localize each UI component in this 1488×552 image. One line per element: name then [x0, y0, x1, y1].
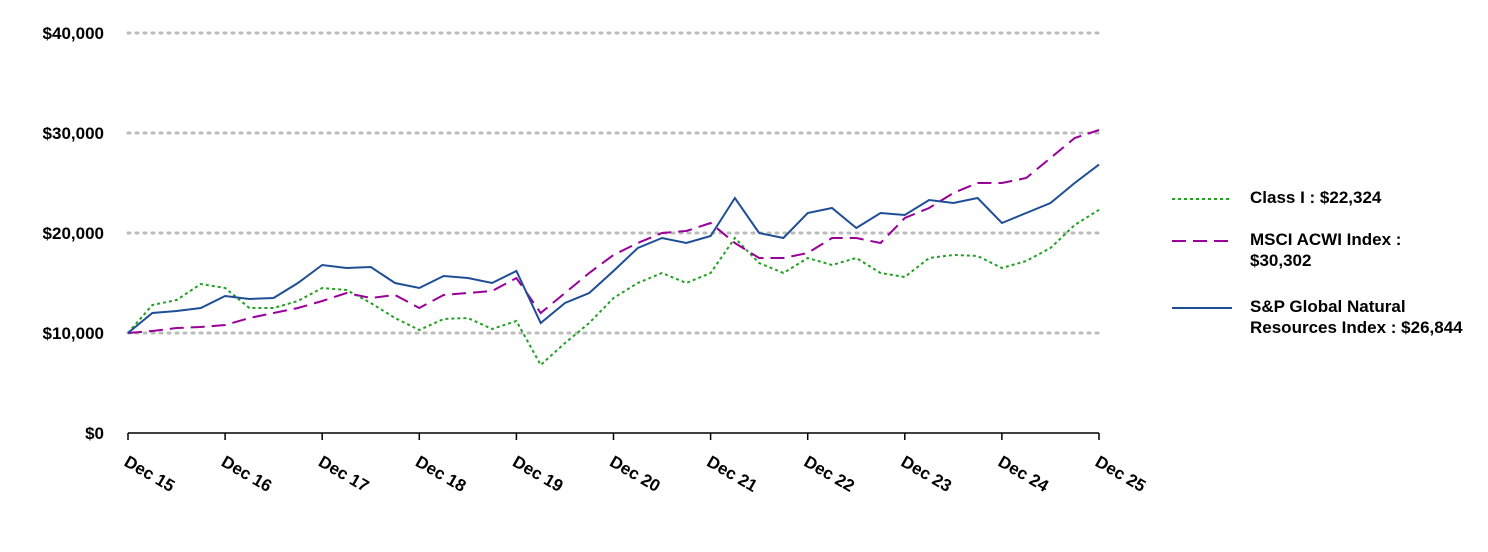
x-tick-label: Dec 20	[607, 452, 664, 496]
x-tick-label: Dec 15	[121, 452, 178, 496]
x-tick-label: Dec 24	[995, 452, 1052, 496]
legend-item: MSCI ACWI Index : $30,302	[1172, 229, 1465, 271]
series-line	[127, 208, 1100, 367]
x-tick-label: Dec 23	[898, 452, 955, 496]
x-tick-label: Dec 19	[509, 452, 566, 496]
y-tick-label: $20,000	[43, 224, 104, 243]
legend-label: Class I : $22,324	[1250, 188, 1382, 207]
y-tick-label: $10,000	[43, 324, 104, 343]
x-tick-label: Dec 17	[315, 452, 372, 496]
y-tick-label: $40,000	[43, 24, 104, 43]
x-tick-label: Dec 22	[801, 452, 858, 496]
legend-swatch	[1172, 307, 1232, 309]
x-tick-label: Dec 25	[1092, 452, 1149, 496]
x-tick-label: Dec 18	[412, 452, 469, 496]
y-tick-label: $30,000	[43, 124, 104, 143]
series-line	[127, 163, 1100, 334]
legend-item: Class I : $22,324	[1172, 187, 1465, 208]
legend-swatch	[1172, 198, 1232, 200]
legend-swatch	[1172, 240, 1232, 242]
y-tick-label: $0	[85, 424, 104, 443]
legend-item: S&P Global Natural Resources Index : $26…	[1172, 296, 1465, 338]
x-tick-label: Dec 21	[704, 452, 761, 496]
legend-label: MSCI ACWI Index : $30,302	[1250, 230, 1402, 270]
x-tick-label: Dec 16	[218, 452, 275, 496]
legend-label: S&P Global Natural Resources Index : $26…	[1250, 297, 1463, 337]
